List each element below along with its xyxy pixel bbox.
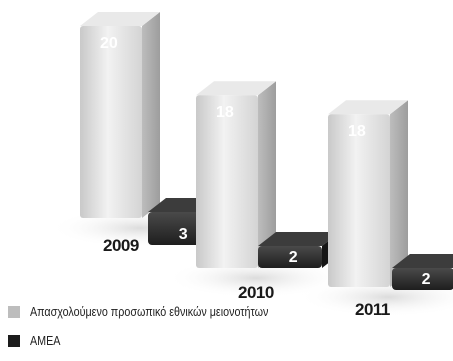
bar-front [196, 95, 258, 268]
bar-front [392, 268, 453, 290]
bar-top [392, 254, 453, 268]
x-tick-label: 2010 [238, 283, 274, 302]
bar-front [328, 114, 390, 287]
bar-front [258, 246, 322, 268]
data-label: 18 [216, 104, 234, 121]
data-label: 2 [289, 249, 298, 266]
data-label: 18 [348, 123, 366, 140]
bar-series-0 [328, 100, 408, 287]
bar-side [390, 100, 408, 287]
data-label: 2 [422, 271, 431, 288]
legend: Απασχολούμενο προσωπικό εθνικών μειονοτή… [8, 303, 307, 361]
bar-side [258, 81, 276, 268]
legend-swatch [8, 305, 20, 318]
bar-series-0 [80, 12, 160, 218]
bar-front [80, 26, 142, 218]
bar-series-0 [196, 81, 276, 268]
bar-series-1 [258, 232, 340, 268]
bar-top [80, 12, 160, 26]
data-label: 3 [179, 226, 188, 243]
bar-top [328, 100, 408, 115]
legend-item: ΑΜΕΑ [8, 332, 307, 349]
bar-top [258, 232, 340, 246]
legend-label: ΑΜΕΑ [30, 333, 61, 348]
bar-side [142, 12, 160, 218]
legend-label: Απασχολούμενο προσωπικό εθνικών μειονοτή… [30, 304, 269, 319]
x-tick-label: 2011 [355, 300, 390, 319]
bar-top [196, 81, 276, 96]
data-label: 20 [100, 35, 118, 52]
legend-item: Απασχολούμενο προσωπικό εθνικών μειονοτή… [8, 303, 307, 320]
legend-swatch [8, 334, 20, 347]
x-tick-label: 2009 [103, 236, 139, 255]
bar-series-1 [392, 254, 453, 290]
